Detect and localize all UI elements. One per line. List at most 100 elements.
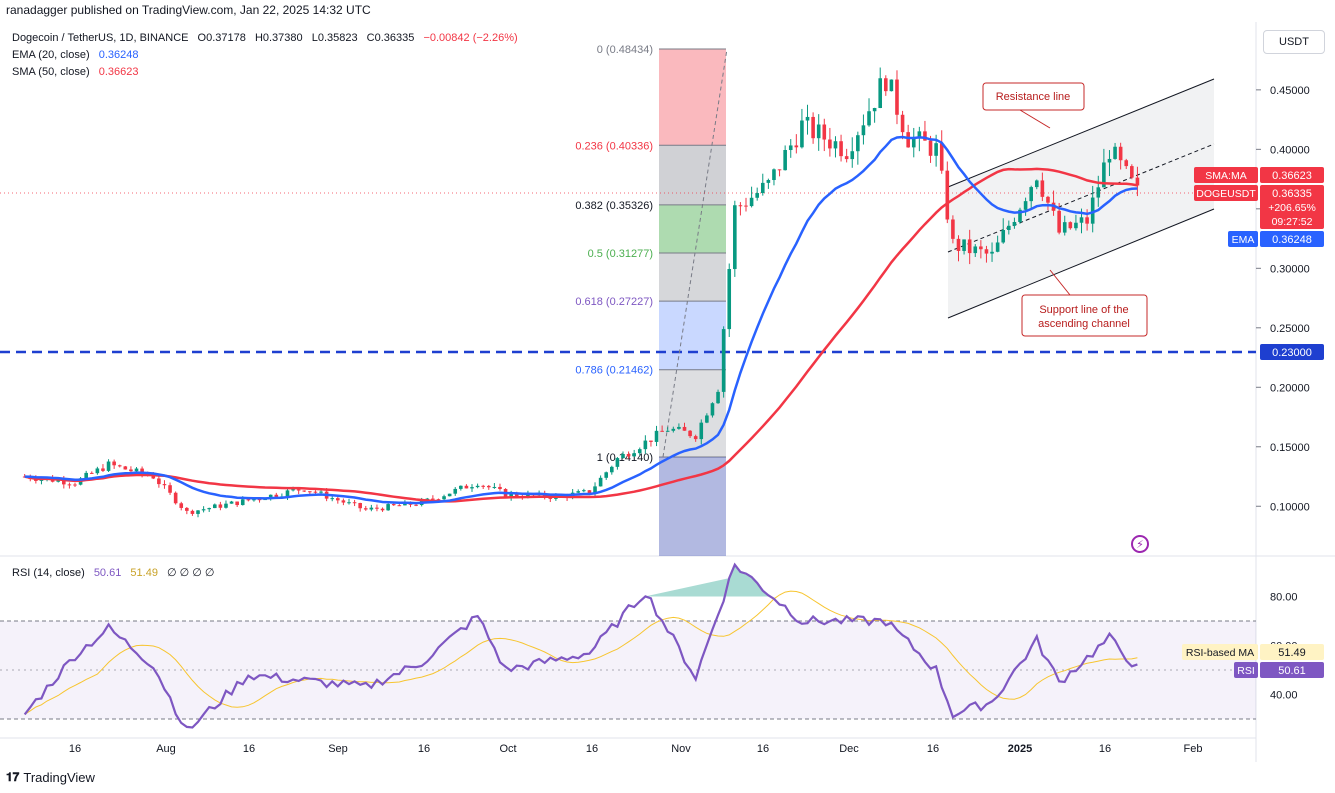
candle-body	[218, 504, 223, 508]
candle-body	[358, 503, 362, 509]
candle-body	[363, 508, 368, 510]
fib-zone	[659, 301, 726, 370]
price-tick-label: 0.25000	[1270, 323, 1310, 335]
symbol-legend[interactable]: Dogecoin / TetherUS, 1D, BINANCE O0.3717…	[12, 31, 518, 45]
candle-body	[397, 505, 402, 507]
candle-body	[665, 430, 670, 432]
candle-body	[945, 170, 950, 220]
candle-body	[1057, 210, 1061, 233]
level-price-tag: 0.23000	[1260, 344, 1324, 360]
support-label-line1: Support line of the	[1039, 304, 1128, 316]
support-channel-line[interactable]	[947, 208, 1215, 319]
svg-text:0.23000: 0.23000	[1272, 347, 1312, 359]
resistance-callout[interactable]: Resistance line	[982, 82, 1085, 129]
candle-body	[699, 422, 704, 440]
sma-legend[interactable]: SMA (50, close) 0.36623	[12, 65, 138, 79]
tradingview-brand[interactable]: 𝟏𝟕 TradingView	[6, 770, 95, 785]
svg-text:RSI-based MA: RSI-based MA	[1186, 647, 1254, 659]
rsi-ma-tag: RSI-based MA 51.49	[1182, 644, 1324, 660]
candle-body	[582, 490, 586, 492]
resistance-channel-line[interactable]	[947, 78, 1215, 188]
fibonacci-retracement[interactable]: 0 (0.48434) 0.236 (0.40336) 0.382 (0.35326…	[575, 44, 726, 556]
currency-button[interactable]: USDT	[1263, 30, 1325, 54]
candle-body	[889, 79, 894, 92]
candle-body	[84, 472, 88, 479]
resistance-label: Resistance line	[996, 91, 1071, 103]
candle-body	[956, 238, 961, 251]
ema-20-line[interactable]	[24, 135, 1138, 505]
candle-body	[995, 242, 1000, 252]
candle-body	[117, 465, 122, 467]
rsi-overbought-fill	[645, 564, 769, 597]
candle-body	[861, 125, 866, 136]
candle-body	[1113, 146, 1117, 159]
flash-icon[interactable]: ⚡	[1131, 535, 1149, 553]
candle-body	[352, 502, 357, 504]
candle-body	[811, 116, 815, 139]
candle-body	[816, 124, 821, 139]
candle-body	[917, 131, 922, 139]
candle-body	[341, 500, 346, 503]
candle-body	[593, 486, 597, 494]
price-tick-label: 0.40000	[1270, 144, 1310, 156]
candle-body	[979, 246, 983, 250]
candle-body	[1124, 160, 1129, 167]
time-tick-label: Aug	[156, 743, 176, 755]
candle-body	[800, 120, 804, 148]
candle-body	[744, 205, 748, 207]
candle-body	[1029, 187, 1033, 202]
ema-legend[interactable]: EMA (20, close) 0.36248	[12, 48, 138, 62]
candle-body	[939, 143, 944, 171]
candle-body	[598, 477, 603, 487]
low-value: L0.35823	[311, 32, 358, 44]
candle-body	[856, 135, 860, 152]
candle-body	[162, 484, 167, 486]
channel-midline	[947, 143, 1215, 253]
sma-price-tag: SMA:MA 0.36623	[1194, 167, 1324, 183]
support-callout[interactable]: Support line of the ascending channel	[1021, 269, 1148, 337]
candle-body	[274, 494, 279, 497]
ema-legend-value: 0.36248	[98, 49, 139, 61]
open-value: O0.37178	[197, 32, 246, 44]
rsi-legend[interactable]: RSI (14, close) 50.61 51.49 ∅ ∅ ∅ ∅	[12, 566, 215, 580]
brand-label: TradingView	[23, 770, 95, 785]
rsi-tick-label: 40.00	[1270, 690, 1298, 702]
candle-body	[436, 499, 441, 501]
candle-body	[73, 484, 77, 486]
rsi-ma-line[interactable]	[24, 590, 1138, 715]
candle-body	[649, 440, 653, 442]
rsi-line[interactable]	[23, 562, 1138, 729]
svg-text:09:27:52: 09:27:52	[1272, 216, 1313, 228]
high-value: H0.37380	[254, 32, 303, 44]
candle-body	[453, 488, 458, 494]
candle-body	[867, 111, 871, 126]
candle-body	[710, 403, 715, 416]
candle-body	[951, 219, 955, 239]
candle-body	[727, 269, 732, 330]
candle-body	[129, 469, 133, 472]
candle-body	[330, 498, 335, 500]
svg-text:EMA: EMA	[1232, 234, 1255, 246]
candle-body	[693, 436, 698, 440]
time-tick-label: 16	[586, 743, 598, 755]
candle-body	[1085, 217, 1089, 224]
tradingview-logo-icon: 𝟏𝟕	[6, 770, 20, 784]
candle-body	[101, 468, 105, 471]
candle-body	[878, 78, 883, 109]
candle-body	[185, 507, 189, 511]
time-axis[interactable]: 16 Aug 16 Sep 16 Oct 16 Nov 16 Dec 16 2025 16 Feb	[69, 743, 1203, 755]
candle-body	[1018, 209, 1022, 222]
candle-body	[671, 428, 676, 431]
time-tick-label: 16	[1099, 743, 1111, 755]
candle-body	[828, 139, 832, 149]
fib-level-label: 0 (0.48434)	[597, 44, 653, 56]
sma-50-line[interactable]	[24, 167, 1138, 503]
price-axis[interactable]: 0.450000.400000.350000.300000.250000.200…	[1256, 85, 1310, 513]
candle-body	[201, 509, 206, 511]
candle-body	[1107, 158, 1112, 163]
candle-body	[246, 499, 251, 501]
candle-body	[677, 426, 681, 429]
candle-body	[844, 156, 849, 160]
candle-body	[1074, 222, 1078, 229]
